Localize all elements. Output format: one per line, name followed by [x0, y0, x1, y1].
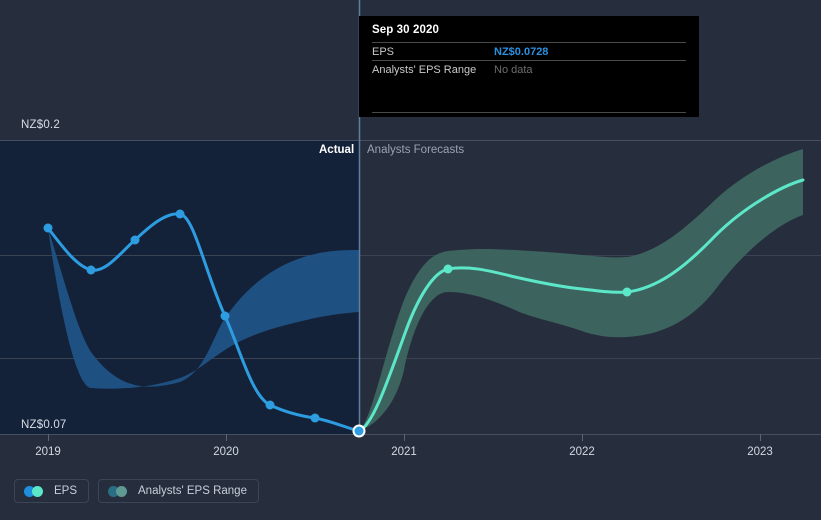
tooltip-title: Sep 30 2020 — [372, 24, 439, 36]
tooltip-spacer — [372, 78, 686, 112]
x-axis-label-2019: 2019 — [35, 446, 61, 458]
chart-tooltip: Sep 30 2020 EPS NZ$0.0728 Analysts' EPS … — [359, 16, 699, 117]
legend-item-analysts-eps-range[interactable]: Analysts' EPS Range — [98, 479, 259, 503]
tooltip-value-eps: NZ$0.0728 — [494, 45, 549, 58]
x-axis-ticks — [48, 434, 761, 441]
eps-forecast-line — [357, 178, 805, 433]
legend-label-analysts-eps-range: Analysts' EPS Range — [138, 485, 247, 497]
eps-actual-line — [46, 212, 361, 433]
tooltip-row-range: Analysts' EPS Range No data — [372, 60, 686, 78]
y-axis-label-top: NZ$0.2 — [21, 119, 60, 131]
y-axis-label-bottom: NZ$0.07 — [21, 419, 67, 431]
tooltip-row-eps: EPS NZ$0.0728 — [372, 42, 686, 60]
chart-legend: EPS Analysts' EPS Range — [14, 479, 259, 503]
legend-item-eps[interactable]: EPS — [14, 479, 90, 503]
legend-label-eps: EPS — [54, 485, 78, 497]
x-axis-label-2021: 2021 — [391, 446, 417, 458]
highlighted-data-point[interactable] — [352, 424, 366, 438]
actual-region-label: Actual — [319, 144, 355, 156]
tooltip-value-range: No data — [494, 63, 533, 76]
legend-swatch-eps-icon — [24, 485, 46, 497]
x-axis-label-2023: 2023 — [747, 446, 773, 458]
tooltip-footer-rule — [372, 112, 686, 114]
legend-swatch-analysts-range-icon — [108, 485, 130, 497]
gridlines — [0, 140, 821, 435]
analysts-range-band-past — [48, 228, 359, 389]
x-axis-label-2022: 2022 — [569, 446, 595, 458]
tooltip-label-eps: EPS — [372, 45, 395, 58]
tooltip-label-range: Analysts' EPS Range — [372, 63, 477, 76]
x-axis-label-2020: 2020 — [213, 446, 239, 458]
eps-forecast-markers — [443, 264, 632, 297]
forecast-region-label: Analysts Forecasts — [367, 144, 465, 156]
eps-actual-markers — [43, 209, 320, 423]
